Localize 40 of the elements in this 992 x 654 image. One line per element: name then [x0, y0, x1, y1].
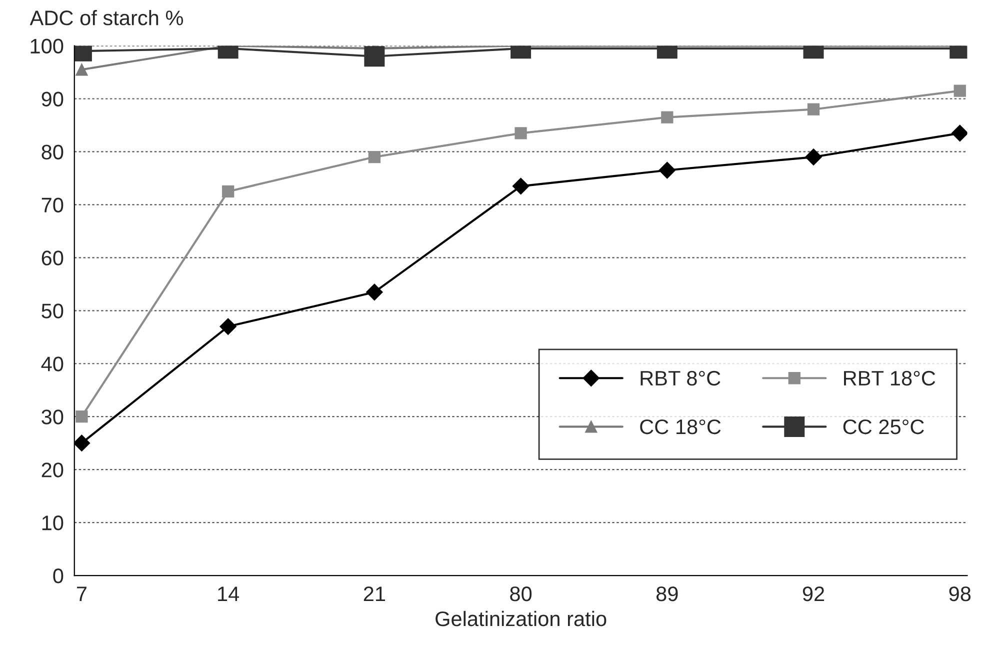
- x-tick-label: 7: [76, 586, 86, 602]
- y-tick-label: 0: [53, 568, 64, 584]
- y-tick-label: 80: [42, 144, 64, 160]
- point: [76, 410, 88, 423]
- point: [954, 84, 966, 97]
- y-tick-label: 90: [42, 92, 64, 107]
- point: [661, 111, 674, 124]
- y-tick-label: 100: [30, 38, 64, 54]
- x-axis-title: Gelatinization ratio: [436, 610, 606, 626]
- point: [658, 162, 676, 179]
- x-tick-label: 98: [949, 586, 971, 602]
- point: [366, 284, 383, 300]
- point: [514, 127, 527, 140]
- y-axis-title: ADC of starch %: [30, 10, 183, 26]
- y-tick-label: 10: [42, 516, 64, 530]
- y-tick-label: 60: [42, 250, 64, 266]
- legend-label: RBT 8°C: [640, 370, 720, 386]
- x-tick-label: 92: [802, 586, 824, 602]
- point: [368, 150, 381, 164]
- x-tick-label: 80: [510, 586, 532, 602]
- legend-label: CC 18°C: [640, 419, 721, 434]
- point: [74, 434, 90, 452]
- point: [512, 178, 530, 195]
- point: [220, 318, 236, 335]
- point: [76, 64, 88, 76]
- y-tick-label: 50: [42, 304, 64, 318]
- x-tick-label: 21: [364, 586, 386, 602]
- point: [364, 46, 385, 67]
- y-tick-label: 30: [42, 410, 64, 424]
- x-tick-label: 89: [656, 586, 678, 602]
- y-tick-label: 20: [42, 462, 64, 478]
- point: [222, 185, 234, 198]
- legend-label: CC 25°C: [843, 419, 924, 434]
- y-tick-label: 70: [42, 198, 64, 212]
- y-tick-label: 40: [41, 356, 64, 372]
- x-tick-label: 14: [218, 586, 240, 602]
- point: [807, 103, 820, 116]
- point: [805, 148, 822, 166]
- legend-label: RBT 18°C: [844, 370, 936, 386]
- point: [952, 124, 968, 142]
